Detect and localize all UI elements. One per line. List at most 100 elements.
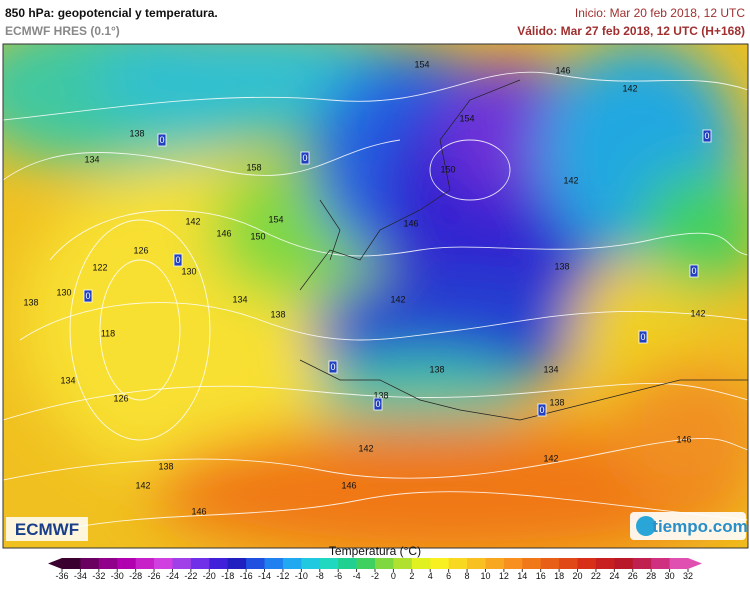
colorbar-segment (62, 558, 81, 569)
colorbar-segment (448, 558, 468, 569)
colorbar-tick-label: -6 (334, 571, 342, 581)
contour-label: 126 (133, 245, 148, 255)
colorbar: -36 -34 -32 -30 -28 -26 -24 -22 -20 -18 -16 -14 -12-… (48, 558, 702, 581)
colorbar-tick-label: 24 (609, 571, 619, 581)
map: 154 146 142 138 154 134 158 150 142 142 … (3, 44, 748, 548)
contour-label: 134 (543, 364, 558, 374)
colorbar-tick-label: 6 (446, 571, 451, 581)
colorbar-tick-label: -30 (111, 571, 124, 581)
isotherm-box (689, 264, 699, 278)
colorbar-arrow (688, 558, 702, 569)
contour-label: 142 (185, 216, 200, 226)
colorbar-segment (190, 558, 210, 569)
isotherm-label: 0 (539, 405, 544, 415)
contour-label: 150 (440, 164, 455, 174)
isotherm-label: 0 (159, 135, 164, 145)
colorbar-tick-label: 8 (465, 571, 470, 581)
contour-label: 146 (676, 434, 691, 444)
contour-label: 118 (101, 328, 115, 338)
isotherm-box (537, 403, 547, 417)
colorbar-tick-label: 22 (591, 571, 601, 581)
isotherm-label: 0 (85, 291, 90, 301)
logo-icon (636, 516, 656, 536)
contour-label: 154 (459, 113, 474, 123)
isotherm-box (83, 289, 93, 303)
isotherm-label: 0 (302, 153, 307, 163)
colorbar-tick-label: 0 (391, 571, 396, 581)
colorbar-segment (80, 558, 100, 569)
isotherm-label: 0 (175, 255, 180, 265)
contour-label: 138 (23, 297, 38, 307)
colorbar-segment (522, 558, 542, 569)
colorbar-segment (632, 558, 652, 569)
colorbar-tick-label: 28 (646, 571, 656, 581)
colorbar-tick-label: -10 (295, 571, 308, 581)
colorbar-segment (301, 558, 321, 569)
colorbar-tick-label: 20 (573, 571, 583, 581)
colorbar-tick-label: 30 (665, 571, 675, 581)
colorbar-segment (430, 558, 450, 569)
contour-label: 142 (563, 175, 578, 185)
colorbar-segment (319, 558, 339, 569)
colorbar-segment (614, 558, 634, 569)
contour-label: 150 (250, 231, 265, 241)
colorbar-arrow (48, 558, 62, 569)
map-frame (2, 43, 749, 549)
colorbar-segment (282, 558, 302, 569)
colorbar-tick-label: -26 (148, 571, 161, 581)
colorbar-segment (98, 558, 118, 569)
colorbar-segment (227, 558, 247, 569)
logo-box (630, 512, 746, 540)
colorbar-tick-label: 14 (517, 571, 527, 581)
colorbar-segment (669, 558, 689, 569)
contour-label: 142 (390, 294, 405, 304)
colorbar-segment (577, 558, 597, 569)
contour-label: 138 (129, 128, 144, 138)
contour-label: 142 (135, 480, 150, 490)
colorbar-segment (117, 558, 137, 569)
contour-label: 146 (555, 65, 570, 75)
isotherm-box (328, 360, 338, 374)
colorbar-tick-label: 10 (480, 571, 490, 581)
colorbar-tick-label: 18 (554, 571, 564, 581)
subtitle: ECMWF HRES (0.1°) (5, 24, 120, 38)
isotherm-label: 0 (330, 362, 335, 372)
colorbar-segment (485, 558, 505, 569)
colorbar-title: Temperatura (°C) (329, 544, 421, 558)
contour-label: 146 (216, 228, 231, 238)
isotherm-box (373, 397, 383, 411)
colorbar-segment (172, 558, 192, 569)
contour-label: 154 (414, 59, 429, 69)
logo-box (6, 517, 88, 541)
contour-label: 134 (84, 154, 99, 164)
colorbar-segment (651, 558, 671, 569)
colorbar-segment (393, 558, 413, 569)
contour-label: 134 (60, 375, 75, 385)
colorbar-tick-label: 4 (428, 571, 433, 581)
colorbar-segment (246, 558, 266, 569)
init-time: Inicio: Mar 20 feb 2018, 12 UTC (575, 6, 745, 20)
colorbar-segment (467, 558, 486, 569)
colorbar-tick-label: 32 (683, 571, 693, 581)
isotherm-label: 0 (375, 399, 380, 409)
contour-label: 138 (158, 461, 173, 471)
colorbar-tick-label: -16 (240, 571, 253, 581)
colorbar-segment (338, 558, 358, 569)
colorbar-segment (375, 558, 394, 569)
ecmwf-logo: ECMWF (15, 520, 79, 539)
colorbar-segment (559, 558, 579, 569)
colorbar-tick-label: -36 (55, 571, 68, 581)
title: 850 hPa: geopotencial y temperatura. (5, 6, 218, 20)
contour-label: 138 (549, 397, 564, 407)
colorbar-segment (209, 558, 229, 569)
contour-label: 142 (622, 83, 637, 93)
contour-label: 142 (358, 443, 373, 453)
isotherm-box (173, 253, 183, 267)
contour-labels: 154 146 142 138 154 134 158 150 142 142 … (23, 59, 705, 516)
contour-label: 126 (113, 393, 128, 403)
colorbar-segment (135, 558, 155, 569)
contour-label: 138 (554, 261, 569, 271)
colorbar-segment (411, 558, 431, 569)
colorbar-tick-label: -12 (276, 571, 289, 581)
contour-label: 130 (181, 266, 196, 276)
